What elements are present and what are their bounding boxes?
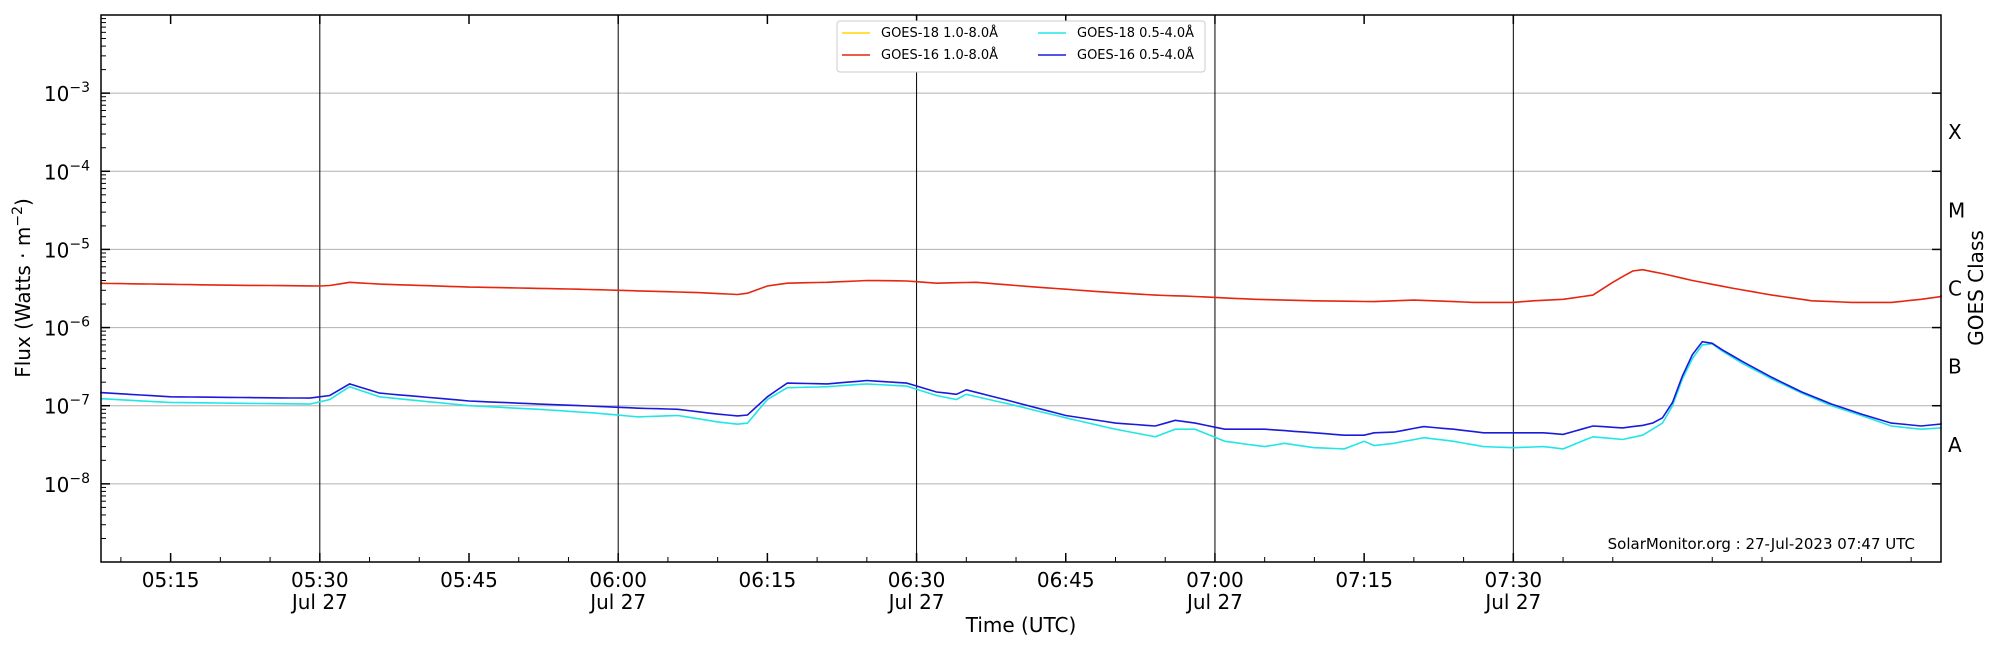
x-tick-label: 05:15 xyxy=(142,568,200,592)
date-marker-lines xyxy=(319,15,1514,562)
series-line-goes-16-0-5-4-0- xyxy=(100,340,1942,437)
legend-entry: GOES-16 0.5-4.0Å xyxy=(1077,47,1194,63)
legend-entry: GOES-18 0.5-4.0Å xyxy=(1077,25,1194,41)
x-tick-label: 07:30 xyxy=(1485,568,1543,592)
x-tick-label: 05:45 xyxy=(440,568,498,592)
series-line-goes-16-1-0-8-0- xyxy=(100,268,1942,304)
plot-frame xyxy=(100,14,1942,563)
y-tick-label: 10−8 xyxy=(44,471,90,497)
y-tick-label: 10−6 xyxy=(44,315,90,341)
y-axis: 10−8 10−7 10−6 10−5 10−4 10−3 xyxy=(44,18,1941,539)
goes-class-label: B xyxy=(1948,355,1962,379)
x-tick-date-label: Jul 27 xyxy=(1483,590,1541,614)
goes-class-axis: A B C M X xyxy=(1948,120,1965,457)
goes-class-label: M xyxy=(1948,198,1965,222)
grid-layer xyxy=(101,92,1941,485)
x-tick-label: 06:15 xyxy=(739,568,797,592)
legend-box xyxy=(836,20,1206,73)
x-tick-date-label: Jul 27 xyxy=(887,590,945,614)
x-axis-title: Time (UTC) xyxy=(965,613,1077,637)
x-tick-date-label: Jul 27 xyxy=(588,590,646,614)
legend-entry: GOES-18 1.0-8.0Å xyxy=(881,25,998,41)
x-tick-label: 07:00 xyxy=(1186,568,1244,592)
x-tick-label: 06:30 xyxy=(888,568,946,592)
goes-class-label: X xyxy=(1948,120,1962,144)
series-line-goes-18-0-5-4-0- xyxy=(100,342,1942,450)
x-tick-label: 05:30 xyxy=(291,568,349,592)
legend: GOES-18 1.0-8.0Å GOES-16 1.0-8.0Å GOES-18 … xyxy=(836,20,1206,73)
goes-class-label: A xyxy=(1948,433,1962,457)
y-tick-label: 10−3 xyxy=(44,80,90,106)
goes-class-label: C xyxy=(1948,277,1962,301)
series-layer xyxy=(100,268,1942,450)
y-tick-label: 10−5 xyxy=(44,236,90,262)
y-axis-title: Flux (Watts · m−2) xyxy=(10,198,35,378)
x-tick-label: 06:45 xyxy=(1037,568,1095,592)
goes-class-axis-title: GOES Class xyxy=(1964,230,1988,346)
x-tick-label: 06:00 xyxy=(589,568,647,592)
y-tick-label: 10−4 xyxy=(44,158,90,184)
legend-entry: GOES-16 1.0-8.0Å xyxy=(881,47,998,63)
x-tick-label: 07:15 xyxy=(1335,568,1393,592)
x-tick-date-label: Jul 27 xyxy=(290,590,348,614)
y-tick-label: 10−7 xyxy=(44,393,90,419)
credit-text: SolarMonitor.org : 27-Jul-2023 07:47 UTC xyxy=(1608,535,1915,553)
x-tick-date-label: Jul 27 xyxy=(1185,590,1243,614)
